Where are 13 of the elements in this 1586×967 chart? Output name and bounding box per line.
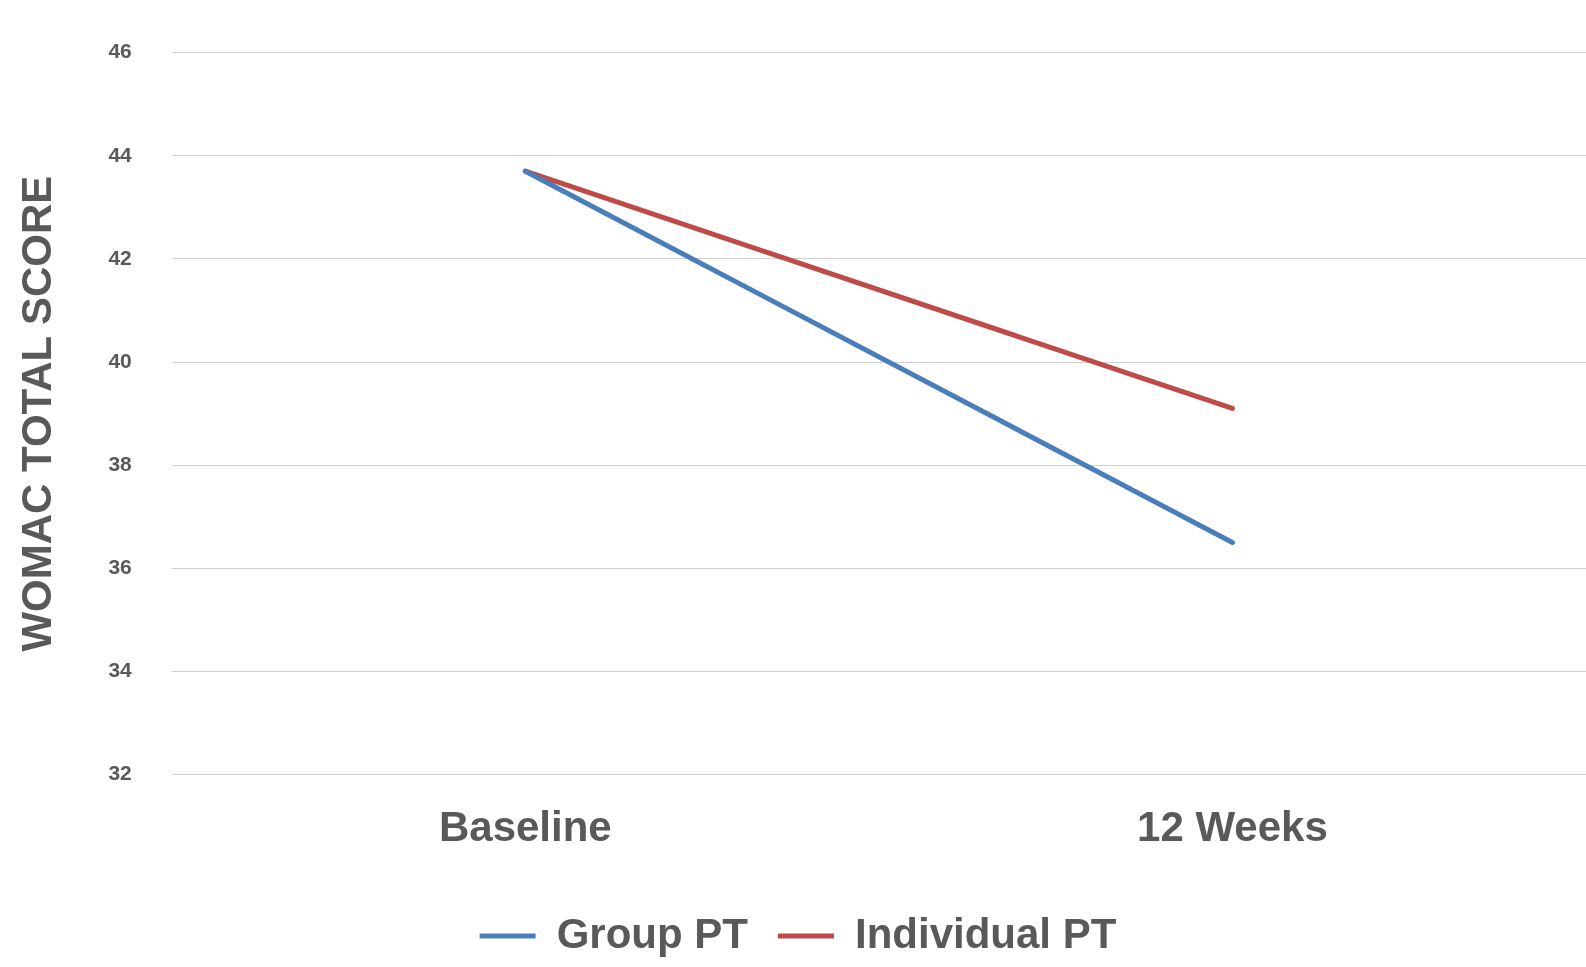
- y-tick-label: 46: [108, 39, 132, 63]
- y-tick-label: 36: [108, 555, 132, 579]
- y-tick-label: 34: [108, 658, 133, 682]
- x-tick-label: Baseline: [438, 803, 612, 851]
- legend-label: Group PT: [556, 909, 749, 957]
- y-axis-title: WOMAC TOTAL SCORE: [12, 175, 60, 652]
- legend-label: Individual PT: [854, 909, 1117, 957]
- y-tick-label: 38: [108, 451, 133, 475]
- y-tick-label: 42: [108, 245, 132, 269]
- y-tick-label: 40: [108, 348, 132, 372]
- x-tick-label: 12 Weeks: [1137, 803, 1328, 851]
- y-tick-label: 44: [108, 142, 133, 166]
- y-tick-label: 32: [108, 761, 132, 785]
